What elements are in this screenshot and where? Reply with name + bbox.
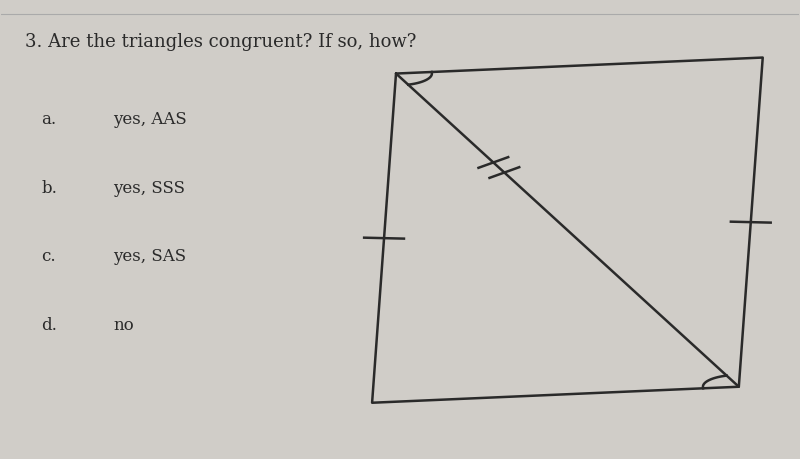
Text: a.: a.: [42, 111, 56, 128]
Text: 3. Are the triangles congruent? If so, how?: 3. Are the triangles congruent? If so, h…: [26, 34, 417, 51]
Text: b.: b.: [42, 179, 57, 196]
Text: c.: c.: [42, 248, 56, 265]
Text: yes, AAS: yes, AAS: [113, 111, 186, 128]
Text: d.: d.: [42, 316, 57, 333]
Text: yes, SSS: yes, SSS: [113, 179, 185, 196]
Text: no: no: [113, 316, 134, 333]
Text: yes, SAS: yes, SAS: [113, 248, 186, 265]
